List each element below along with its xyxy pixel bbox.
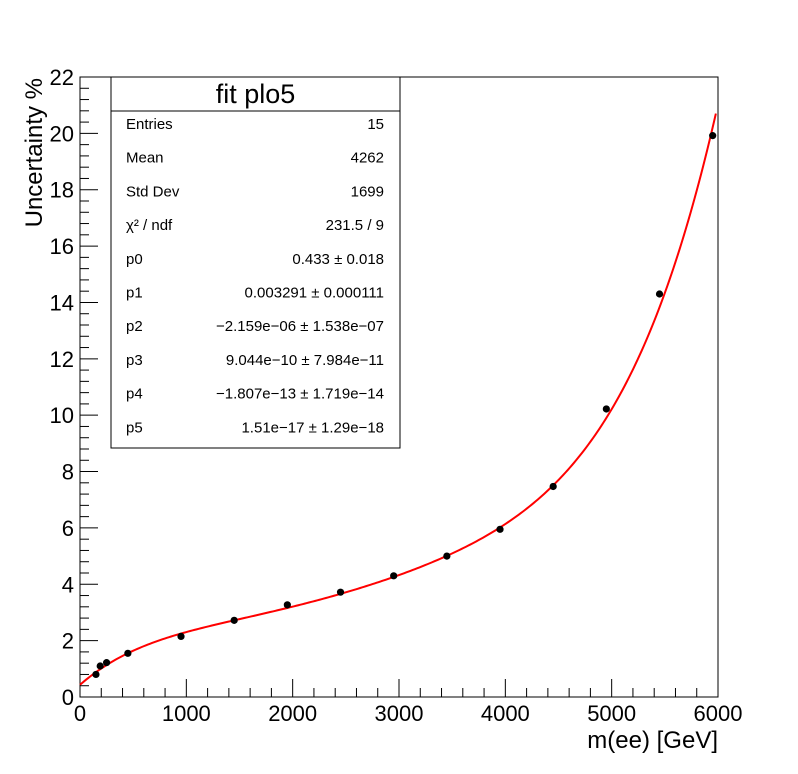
data-point bbox=[124, 649, 132, 657]
data-point bbox=[602, 405, 610, 413]
stats-row-label: p5 bbox=[126, 419, 143, 436]
y-tick-label: 4 bbox=[62, 572, 74, 597]
y-tick-label: 16 bbox=[50, 234, 74, 259]
x-axis-title: m(ee) [GeV] bbox=[587, 727, 718, 754]
x-tick-label: 5000 bbox=[587, 701, 636, 726]
stats-row-label: χ² / ndf bbox=[126, 217, 173, 234]
stats-row-value: 0.433 ± 0.018 bbox=[292, 251, 384, 268]
stats-row-value: 1.51e−17 ± 1.29e−18 bbox=[241, 419, 384, 436]
stats-box: fit plo5 Entries 15 Mean 4262 Std Dev 1699 χ² /… bbox=[110, 76, 401, 449]
stats-box-title: fit plo5 bbox=[216, 79, 296, 109]
stats-row-label: p1 bbox=[126, 285, 143, 302]
stats-row-value: 0.003291 ± 0.000111 bbox=[245, 285, 384, 302]
data-point bbox=[709, 132, 717, 140]
y-tick-label: 14 bbox=[50, 290, 74, 315]
y-tick-label: 10 bbox=[50, 403, 74, 428]
x-tick-label: 2000 bbox=[268, 701, 317, 726]
x-tick-label: 1000 bbox=[162, 701, 211, 726]
stats-row-value: 15 bbox=[367, 116, 384, 133]
data-point bbox=[96, 662, 104, 670]
y-tick-label: 6 bbox=[62, 516, 74, 541]
data-point bbox=[496, 525, 504, 533]
stats-row-value: 4262 bbox=[351, 150, 384, 167]
data-point bbox=[177, 632, 185, 641]
data-point bbox=[655, 290, 664, 298]
x-tick-label: 6000 bbox=[694, 701, 743, 726]
stats-row-value: −2.159e−06 ± 1.538e−07 bbox=[216, 318, 384, 335]
axis-ticks: 0 1000 2000 3000 4000 5000 6000 0 2 4 6 8 10 12 14 16 18… bbox=[50, 65, 743, 726]
data-point bbox=[92, 670, 100, 679]
stats-row-label: Mean bbox=[126, 150, 164, 167]
stats-row-label: p3 bbox=[126, 352, 143, 369]
fit-curve bbox=[79, 113, 717, 686]
data-point bbox=[443, 552, 451, 560]
stats-row-value: 1699 bbox=[351, 183, 384, 200]
y-tick-label: 20 bbox=[50, 121, 74, 146]
stats-row-value: −1.807e−13 ± 1.719e−14 bbox=[216, 386, 384, 403]
data-point bbox=[230, 616, 238, 624]
data-point bbox=[549, 482, 557, 491]
x-tick-label: 3000 bbox=[375, 701, 424, 726]
y-tick-label: 8 bbox=[62, 460, 74, 485]
data-point bbox=[102, 659, 111, 667]
stats-row-label: p0 bbox=[126, 251, 143, 268]
y-tick-label: 0 bbox=[62, 685, 74, 710]
data-point bbox=[390, 572, 398, 580]
stats-row-value: 9.044e−10 ± 7.984e−11 bbox=[226, 352, 384, 369]
y-tick-label: 12 bbox=[50, 347, 74, 372]
stats-row-value: 231.5 / 9 bbox=[326, 217, 384, 234]
stats-row-label: Entries bbox=[126, 116, 173, 133]
y-tick-label: 2 bbox=[62, 629, 74, 654]
fit-curve-layer bbox=[79, 113, 717, 686]
x-tick-label: 0 bbox=[74, 701, 86, 726]
x-tick-label: 4000 bbox=[481, 701, 530, 726]
stats-row-label: p4 bbox=[126, 386, 143, 403]
data-points bbox=[92, 132, 717, 679]
y-tick-label: 22 bbox=[50, 65, 74, 90]
stats-box-frame bbox=[110, 76, 401, 449]
data-point bbox=[283, 601, 291, 609]
data-point bbox=[336, 588, 345, 596]
y-axis-title: Uncertainty % bbox=[21, 78, 48, 227]
stats-row-label: Std Dev bbox=[126, 183, 180, 200]
y-tick-label: 18 bbox=[50, 178, 74, 203]
stats-row-label: p2 bbox=[126, 318, 143, 335]
